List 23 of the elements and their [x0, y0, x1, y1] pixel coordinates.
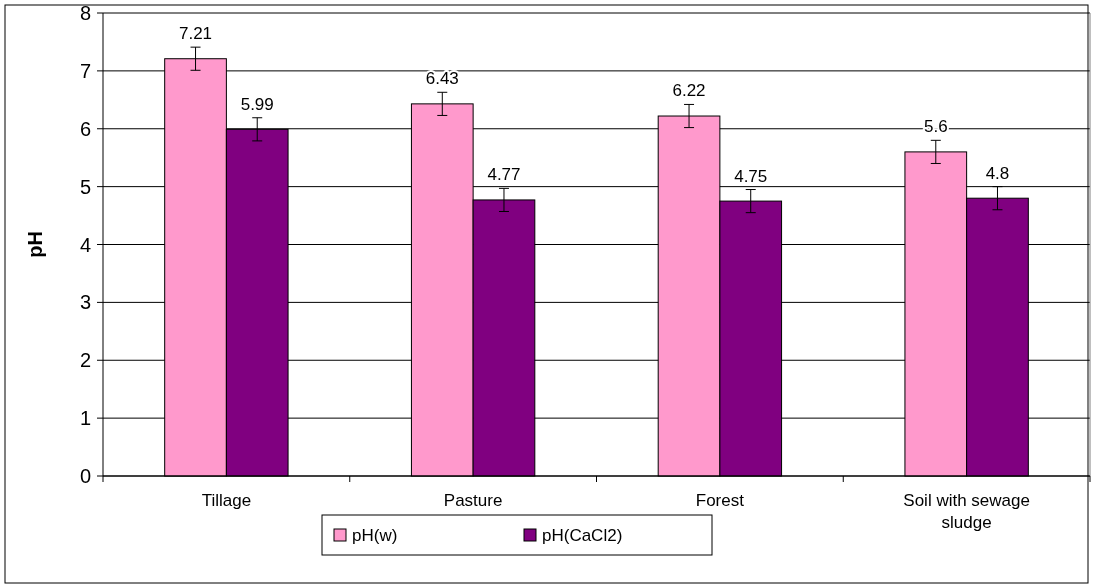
y-tick-label: 2 — [79, 349, 91, 372]
data-label: 4.77 — [487, 165, 521, 185]
y-tick-label: 5 — [79, 175, 91, 198]
x-tick-label: Soil with sewage sludge — [903, 491, 1030, 532]
data-label: 5.99 — [240, 94, 274, 114]
y-axis-title: pH — [24, 231, 46, 258]
y-tick-label: 6 — [79, 117, 91, 140]
data-label: 6.22 — [672, 81, 706, 101]
y-tick-label: 8 — [79, 2, 91, 24]
y-tick-label: 1 — [79, 407, 91, 430]
y-tick-label: 4 — [79, 233, 91, 256]
y-tick-label: 3 — [79, 291, 91, 314]
y-tick-label: 7 — [79, 59, 91, 82]
legend-label: pH(w) — [352, 525, 398, 545]
y-tick-label: 0 — [79, 465, 91, 487]
legend-label: pH(CaCl2) — [542, 525, 623, 545]
data-label: 7.21 — [178, 24, 213, 44]
x-tick-label: Forest — [695, 491, 745, 510]
x-tick-label: Tillage — [201, 491, 252, 510]
data-label: 4.75 — [734, 166, 768, 186]
x-tick-label: Pasture — [443, 491, 503, 510]
data-label: 6.43 — [425, 69, 459, 89]
data-label: 4.8 — [985, 163, 1010, 183]
